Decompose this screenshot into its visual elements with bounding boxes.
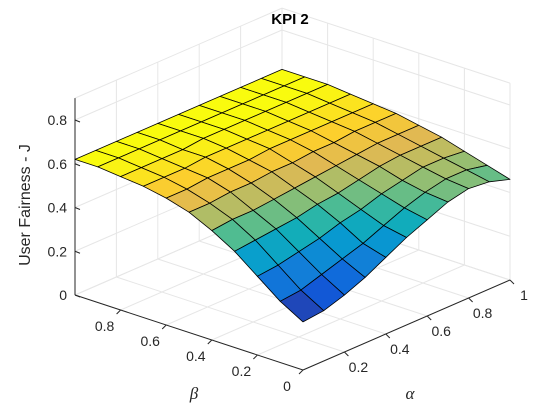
x-tick-mark (426, 315, 432, 321)
x-tick-mark (344, 351, 349, 357)
z-tick-label: 0.2 (48, 243, 68, 259)
y-tick-mark (207, 339, 213, 345)
x-tick-mark (509, 279, 515, 285)
z-tick-mark (74, 163, 81, 167)
x-tick-mark (468, 297, 473, 303)
surface-layer (74, 69, 511, 323)
z-tick-mark (74, 207, 81, 210)
y-tick-label: 0.2 (232, 363, 252, 379)
y-tick-mark (116, 309, 121, 315)
y-tick-mark (253, 354, 258, 360)
x-tick-label: 0.2 (349, 359, 369, 375)
y-tick-label: 0.4 (186, 348, 206, 364)
gridline-side-horizontal (281, 7, 511, 84)
z-tick-label: 0 (59, 287, 67, 303)
x-axis-label: α (406, 384, 416, 403)
chart-title: KPI 2 (271, 11, 309, 28)
gridline-back-horizontal (74, 29, 283, 121)
y-tick-label: 0 (283, 378, 291, 394)
gridline-side-horizontal (281, 29, 511, 106)
z-tick-mark (74, 294, 81, 298)
x-tick-label: 0.4 (390, 341, 410, 357)
axes-layer (74, 98, 511, 371)
gridline-back-horizontal (74, 7, 283, 99)
x-tick-label: 0.8 (473, 305, 493, 321)
z-axis-label: User Fairness - J (17, 144, 34, 266)
y-tick-label: 0.6 (140, 333, 160, 349)
gridline-floor-alpha (116, 276, 345, 353)
z-tick-mark (74, 250, 81, 254)
y-axis-label: β (189, 384, 199, 403)
x-tick-label: 1 (520, 287, 528, 303)
x-tick-mark (385, 333, 391, 339)
y-tick-label: 0.8 (95, 318, 115, 334)
z-tick-label: 0.8 (48, 112, 68, 128)
ticks-layer: 0 0.2 0.4 0.6 0.8 0.2 0.4 0.6 0.8 1 0 0.2 0.4 0.6 0.8 (48, 112, 529, 394)
z-tick-label: 0.6 (48, 156, 68, 172)
gridline-floor-alpha (157, 258, 386, 335)
x-axis-line (302, 279, 511, 371)
z-tick-label: 0.4 (48, 200, 68, 216)
y-tick-mark (298, 369, 304, 375)
z-tick-mark (74, 119, 81, 123)
y-axis-line (74, 294, 304, 371)
y-tick-mark (161, 324, 167, 330)
x-tick-label: 0.6 (431, 323, 451, 339)
gridline-floor-beta (257, 264, 465, 356)
surface-patch (279, 289, 325, 323)
